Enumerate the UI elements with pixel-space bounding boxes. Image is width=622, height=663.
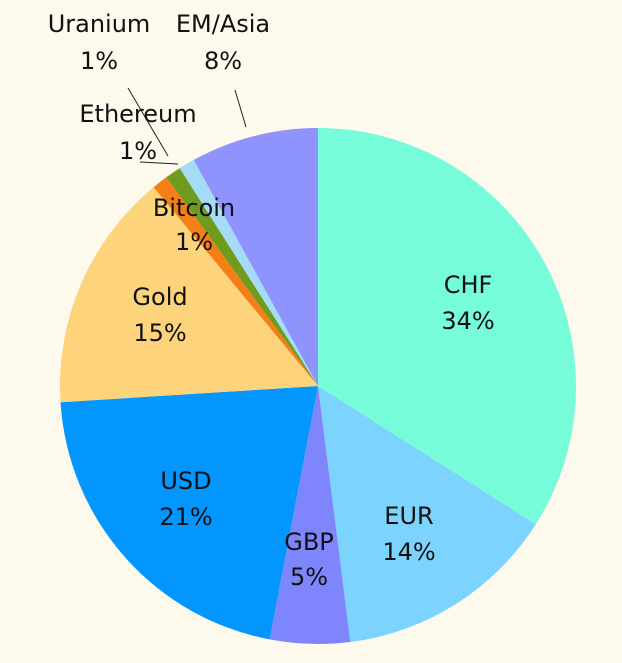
slice-label-em-asia: EM/Asia xyxy=(176,10,270,38)
pie-slice-uranium xyxy=(166,168,318,386)
slice-label-uranium: Uranium xyxy=(48,10,151,38)
pie-slice-em-asia xyxy=(193,128,318,386)
pie-slice-eur xyxy=(318,386,536,642)
slice-value-ethereum: 1% xyxy=(119,137,157,165)
pie-slice-usd xyxy=(60,386,319,640)
pie-slice-gold xyxy=(60,187,319,403)
slice-label-chf: CHF xyxy=(444,271,493,299)
slice-label-bitcoin: Bitcoin xyxy=(153,194,235,222)
slice-value-gbp: 5% xyxy=(290,563,328,591)
pie-slices xyxy=(60,128,576,644)
leader-lines xyxy=(127,87,247,165)
slice-value-gold: 15% xyxy=(133,319,186,347)
slice-label-eur: EUR xyxy=(384,502,433,530)
pie-slice-bitcoin xyxy=(153,177,318,386)
slice-value-usd: 21% xyxy=(159,503,212,531)
pie-slice-gbp xyxy=(269,386,351,644)
leader-line-uranium xyxy=(127,87,169,157)
slice-value-uranium: 1% xyxy=(80,47,118,75)
slice-label-usd: USD xyxy=(160,467,211,495)
leader-line-em-asia xyxy=(234,89,247,128)
slice-labels: CHF 34% EUR 14% GBP 5% USD 21% Gold 15% Bitcoin 1% U… xyxy=(48,10,495,591)
slice-label-gbp: GBP xyxy=(284,528,334,556)
slice-value-chf: 34% xyxy=(441,307,494,335)
leader-line-ethereum xyxy=(139,161,179,165)
pie-slice-ethereum xyxy=(179,159,318,386)
slice-value-em-asia: 8% xyxy=(204,47,242,75)
slice-label-ethereum: Ethereum xyxy=(79,100,196,128)
slice-value-eur: 14% xyxy=(382,538,435,566)
slice-value-bitcoin: 1% xyxy=(175,228,213,256)
slice-label-gold: Gold xyxy=(132,283,187,311)
pie-slice-chf xyxy=(318,128,576,525)
